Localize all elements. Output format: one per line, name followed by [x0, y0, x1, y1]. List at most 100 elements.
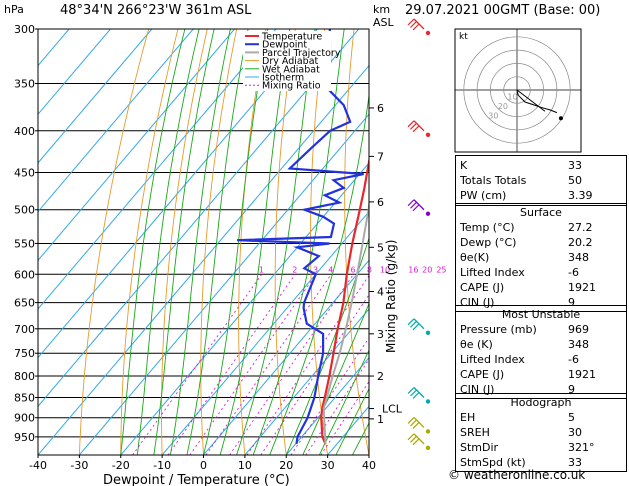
wind-barb-flag [410, 419, 417, 427]
isotherm [38, 29, 153, 164]
mixing-ratio-label: 4 [328, 265, 333, 274]
km-label: 3 [377, 328, 384, 341]
x-tick-label: -20 [112, 459, 130, 472]
mu-value: 348 [568, 338, 589, 351]
wind-barb-dot [425, 399, 431, 404]
km-label: 4 [377, 286, 384, 299]
wet-adiabat [203, 29, 269, 455]
dry-adiabat [120, 29, 179, 455]
km-label: 1 [377, 413, 384, 426]
mu-value: 1921 [568, 368, 596, 381]
surface-title: Surface [520, 206, 562, 219]
wind-barb-flag [407, 416, 415, 424]
pressure-tick-label: 300 [14, 23, 35, 36]
mixing-ratio-line [132, 273, 263, 455]
surface-value: 1921 [568, 281, 596, 294]
index-value: 33 [568, 159, 582, 172]
wet-adiabat [285, 236, 369, 455]
series-dewpoint [237, 29, 364, 445]
mixing-ratio-line [260, 294, 369, 455]
mu-row: Pressure (mb) 969 [456, 322, 626, 337]
wind-barb-flag [407, 387, 415, 394]
hodograph-ring [463, 36, 571, 144]
series-layer [237, 29, 369, 445]
surface-row: Lifted Index -6 [456, 265, 626, 280]
mu-label: CIN (J) [460, 383, 495, 396]
surface-row: CAPE (J) 1921 [456, 280, 626, 295]
wet-adiabat [153, 29, 215, 455]
index-row: K 33 [456, 158, 626, 173]
dry-adiabat [344, 29, 369, 455]
storm-motion-vector [516, 89, 546, 112]
wet-adiabat [136, 29, 200, 455]
wet-adiabat [169, 29, 231, 455]
km-label: 5 [377, 241, 384, 254]
mixing-ratio-line [290, 336, 369, 455]
mu-row: θe (K) 348 [456, 337, 626, 352]
series-temperature [320, 156, 369, 445]
surface-value: 9 [568, 296, 575, 309]
wet-adiabat [219, 29, 291, 455]
index-label: PW (cm) [460, 189, 507, 202]
mixing-ratio-line [246, 274, 369, 455]
hodograph-ring [503, 76, 531, 104]
wind-barb-flag [407, 318, 415, 326]
isotherm [161, 210, 369, 455]
x-tick-label: -40 [29, 459, 47, 472]
pressure-tick-label: 450 [14, 166, 35, 179]
wind-barb-flag [412, 438, 420, 446]
hodograph-ring [490, 63, 544, 117]
hodo-value: 33 [568, 456, 582, 469]
surface-label: Lifted Index [460, 266, 525, 279]
hodo-row: StmDir 321° [456, 440, 626, 455]
wind-barb-dot [425, 132, 431, 137]
mixing-ratio-label: 10 [380, 265, 390, 274]
km-unit: km [373, 3, 391, 16]
most-unstable-title: Most Unstable [501, 308, 581, 321]
series-parcel-trajectory [322, 198, 369, 444]
wet-adiabat [252, 29, 345, 455]
pressure-tick-label: 750 [14, 347, 35, 360]
mu-row: Lifted Index -6 [456, 352, 626, 367]
wind-barb-dot [425, 30, 431, 36]
dry-adiabat [200, 29, 238, 455]
index-value: 3.39 [568, 189, 593, 202]
hodograph-title: Hodograph [510, 396, 572, 409]
hodograph-ring-label: 30 [488, 112, 498, 121]
x-tick-label: -30 [70, 459, 88, 472]
wind-barb-flag [410, 435, 417, 443]
wind-barb-flag [407, 18, 415, 26]
mixing-ratio-label: 16 [408, 265, 418, 274]
mu-value: 969 [568, 323, 589, 336]
wet-adiabat [318, 349, 369, 455]
mu-label: CAPE (J) [460, 368, 505, 381]
mixing-ratio-line [305, 358, 369, 455]
mixing-ratio-line [167, 273, 296, 455]
legend-entry: Dewpoint [262, 40, 307, 51]
wet-adiabat [236, 29, 316, 455]
legend-entry: Parcel Trajectory [262, 48, 341, 59]
pressure-tick-label: 850 [14, 391, 35, 404]
hodo-row: StmSpd (kt) 33 [456, 455, 626, 470]
km-label: 2 [377, 370, 384, 383]
hodograph-unit: kt [459, 32, 468, 42]
isotherm [285, 356, 369, 455]
mu-row: CAPE (J) 1921 [456, 367, 626, 382]
pressure-tick-label: 950 [14, 431, 35, 444]
lcl-label: LCL [382, 403, 403, 416]
legend-entry: Temperature [261, 32, 322, 43]
index-row: PW (cm) 3.39 [456, 188, 626, 203]
wind-barb-flag [410, 320, 417, 328]
hodo-value: 321° [568, 441, 595, 454]
x-tick-label: 40 [362, 459, 376, 472]
hodo-label: EH [460, 411, 476, 424]
legend-entry: Isotherm [262, 73, 304, 84]
mixing-ratio-axis-label: Mixing Ratio (g/kg) [384, 240, 398, 353]
indices-panel: K 33 Totals Totals 50 PW (cm) 3.39 [455, 155, 627, 206]
hpa-unit: hPa [4, 3, 24, 16]
plot-frame [37, 28, 370, 456]
surface-label: θe(K) [460, 251, 490, 264]
hodograph-ring [476, 49, 558, 131]
pressure-tick-label: 650 [14, 297, 35, 310]
